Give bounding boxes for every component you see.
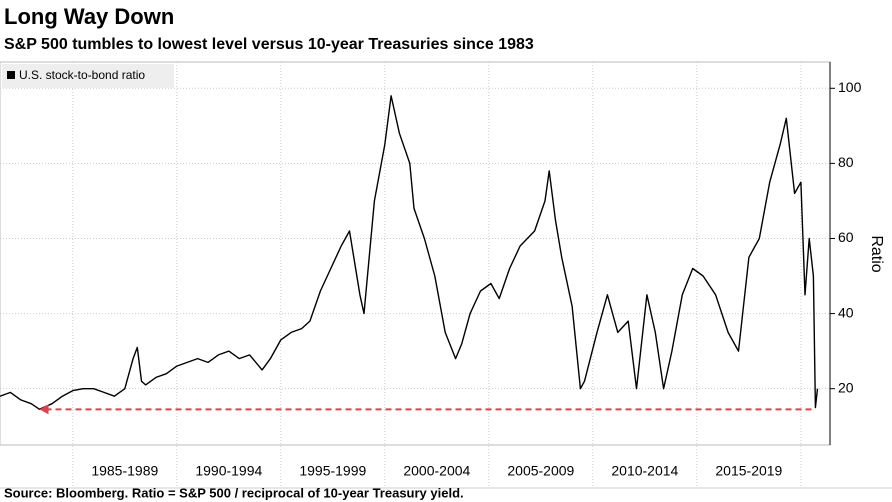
x-tick-label: 2005-2009 xyxy=(507,463,574,479)
y-tick-label: 80 xyxy=(838,154,854,170)
reference-arrow xyxy=(39,404,49,415)
y-tick-label: 60 xyxy=(838,229,854,245)
x-tick-label: 1990-1994 xyxy=(195,463,262,479)
x-tick-label: 1985-1989 xyxy=(91,463,158,479)
legend-box xyxy=(2,64,174,88)
data-line xyxy=(0,95,819,410)
y-axis-label: Ratio xyxy=(868,235,885,272)
source-note: Source: Bloomberg. Ratio = S&P 500 / rec… xyxy=(4,485,464,500)
x-tick-label: 1995-1999 xyxy=(299,463,366,479)
x-tick-label: 2015-2019 xyxy=(715,463,782,479)
y-tick-label: 20 xyxy=(838,379,854,395)
legend-swatch xyxy=(7,71,15,79)
chart-subtitle: S&P 500 tumbles to lowest level versus 1… xyxy=(4,36,534,53)
y-tick-label: 100 xyxy=(838,79,862,95)
x-tick-label: 2010-2014 xyxy=(611,463,678,479)
x-tick-label: 2000-2004 xyxy=(403,463,470,479)
y-tick-label: 40 xyxy=(838,304,854,320)
legend-label: U.S. stock-to-bond ratio xyxy=(19,68,145,82)
plot-frame xyxy=(0,61,831,446)
chart-title: Long Way Down xyxy=(4,4,174,29)
